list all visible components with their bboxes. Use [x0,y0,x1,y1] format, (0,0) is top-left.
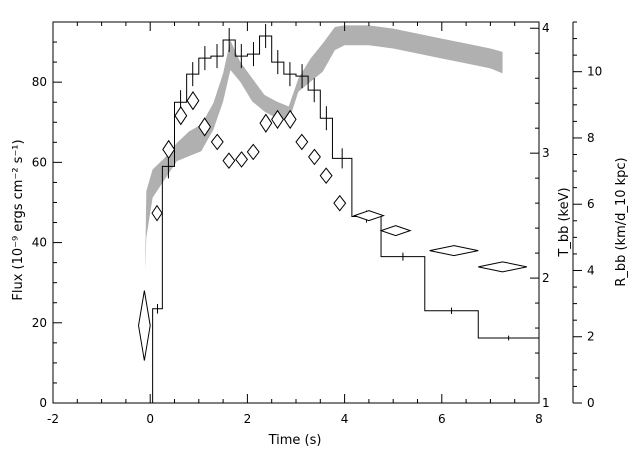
radius-band-layer [145,25,503,271]
temperature-diamond [259,113,273,133]
axis-label-layer: Time (s) Flux (10⁻⁹ ergs cm⁻² s⁻¹) T_bb … [11,139,629,448]
temperature-diamond [271,109,284,130]
temperature-diamond [138,290,151,361]
y-left-tick-label: 20 [32,316,47,330]
temperature-diamond [186,91,200,111]
temperature-diamond [379,225,412,237]
y-left-tick-label: 60 [32,155,47,169]
temperature-diamond [210,133,224,151]
temperature-diamond [295,133,309,151]
temperature-diamond [222,152,236,169]
temperature-diamond [151,204,163,222]
x-tick-label: 2 [244,412,252,426]
y-left-tick-label: 0 [39,396,47,410]
temperature-diamond [198,117,212,137]
temperature-diamond [246,143,260,161]
temperature-tick-label: 4 [542,21,550,35]
radius-tick-label: 2 [587,330,595,344]
temperature-diamond [162,139,176,160]
temperature-diamond [283,109,297,130]
temperature-diamond [333,194,347,212]
temperature-diamond-layer [138,91,527,361]
y-left-tick-label: 80 [32,75,47,89]
radius-tick-label: 10 [587,65,602,79]
temperature-tick-label: 3 [542,146,550,160]
y-axis-label-radius: R_bb (km/d_10 kpc) [614,157,629,286]
temperature-diamond [352,210,386,222]
x-tick-label: 8 [535,412,543,426]
x-tick-label: 0 [146,412,154,426]
temperature-diamond [235,151,249,168]
x-tick-label: 6 [438,412,446,426]
y-left-tick-label: 40 [32,236,47,250]
x-tick-label: 4 [341,412,349,426]
radius-tick-label: 4 [587,263,595,277]
temperature-diamond [174,106,188,126]
temperature-tick-label: 2 [542,271,550,285]
x-axis-label: Time (s) [268,433,322,448]
radius-tick-label: 0 [587,396,595,410]
temperature-diamond [429,245,479,257]
temperature-diamond [319,167,333,184]
radius-tick-label: 8 [587,131,595,145]
y-axis-label-left: Flux (10⁻⁹ ergs cm⁻² s⁻¹) [11,139,26,300]
temperature-diamond [308,148,321,166]
temperature-tick-label: 1 [542,396,550,410]
x-tick-label: -2 [47,412,59,426]
radius-band [145,25,503,271]
y-axis-label-temperature: T_bb (keV) [557,187,572,257]
temperature-diamond [478,261,527,273]
radius-tick-label: 6 [587,197,595,211]
